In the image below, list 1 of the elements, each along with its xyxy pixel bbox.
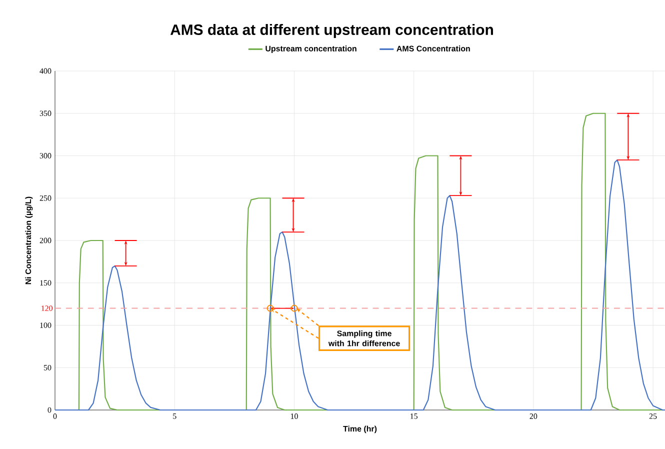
chart-title: AMS data at different upstream concentration: [170, 24, 493, 38]
